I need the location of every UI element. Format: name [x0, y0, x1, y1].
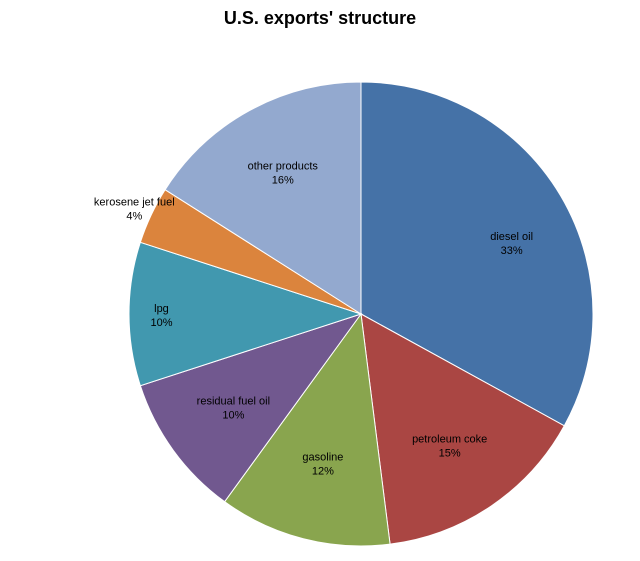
pie-slice-diesel-oil: [360, 81, 594, 427]
slice-label-percent: 10%: [222, 410, 244, 422]
slice-label-name: residual fuel oil: [197, 396, 270, 408]
slice-label-name: petroleum coke: [412, 433, 487, 445]
pie-slice-petroleum-coke: [360, 313, 565, 545]
labels-layer: diesel oil 33% petroleum coke 15% gasoline 12…: [94, 161, 533, 478]
slice-label-percent: 4%: [126, 210, 142, 222]
slice-label-percent: 16%: [272, 175, 294, 187]
pie-slice-residual-fuel-oil: [139, 313, 363, 503]
pie-slice-gasoline: [223, 312, 391, 547]
slice-label-name: other products: [248, 161, 319, 173]
slice-label-percent: 10%: [150, 317, 172, 329]
slices-layer: [128, 81, 594, 547]
slice-label-percent: 12%: [312, 465, 334, 477]
slice-label-name: kerosene jet fuel: [94, 196, 175, 208]
slice-label-percent: 33%: [501, 245, 523, 257]
slice-label-name: gasoline: [302, 451, 343, 463]
slice-label-name: diesel oil: [490, 231, 533, 243]
pie-slice-other-products: [164, 81, 362, 315]
slice-label-percent: 15%: [439, 447, 461, 459]
slice-label-name: lpg: [154, 303, 169, 315]
pie-slice-lpg: [128, 241, 363, 387]
chart-title: U.S. exports' structure: [223, 8, 417, 28]
